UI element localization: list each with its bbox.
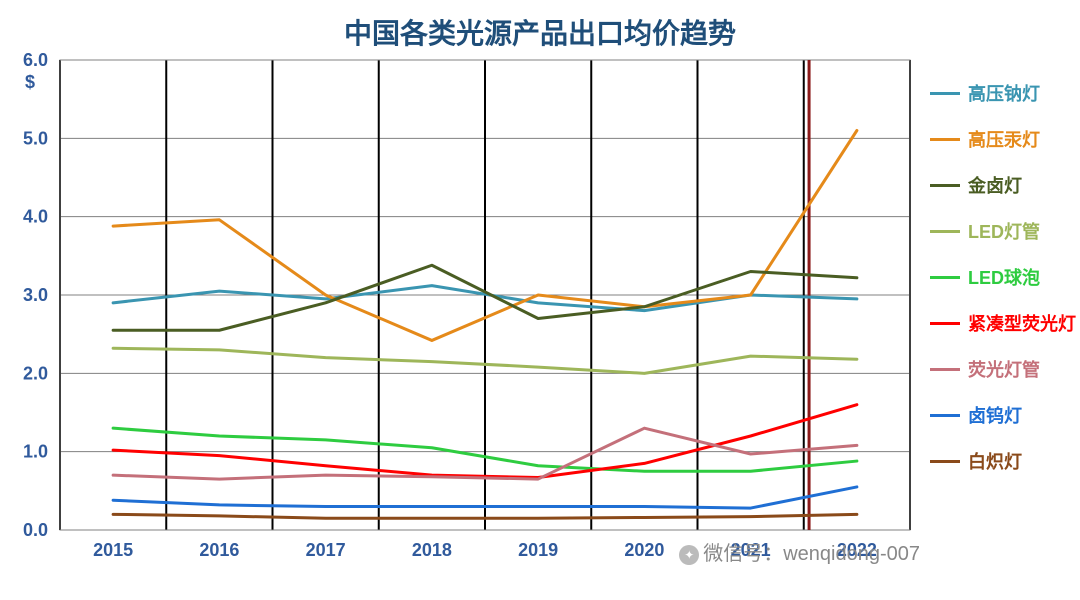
legend-label: 荧光灯管 [968, 356, 1040, 382]
legend-swatch [930, 184, 960, 187]
svg-text:2022: 2022 [837, 540, 877, 560]
legend: 高压钠灯高压汞灯金卤灯 LED灯管 LED球泡紧凑型荧光灯荧光灯管卤钨灯白炽灯 [930, 80, 1076, 494]
svg-text:1.0: 1.0 [23, 442, 48, 462]
legend-swatch [930, 92, 960, 95]
svg-text:2020: 2020 [624, 540, 664, 560]
svg-text:0.0: 0.0 [23, 520, 48, 540]
svg-text:6.0: 6.0 [23, 50, 48, 70]
legend-item: 金卤灯 [930, 172, 1076, 198]
svg-text:2016: 2016 [199, 540, 239, 560]
legend-label: 高压钠灯 [968, 80, 1040, 106]
legend-label: 金卤灯 [968, 172, 1022, 198]
legend-swatch [930, 414, 960, 417]
legend-label: LED灯管 [968, 218, 1040, 244]
legend-swatch [930, 368, 960, 371]
legend-label: LED球泡 [968, 264, 1040, 290]
svg-text:$: $ [25, 72, 35, 92]
legend-item: LED球泡 [930, 264, 1076, 290]
chart-container: 中国各类光源产品出口均价趋势 0.01.02.03.04.05.06.0$201… [0, 0, 1080, 600]
legend-item: 紧凑型荧光灯 [930, 310, 1076, 336]
svg-text:2015: 2015 [93, 540, 133, 560]
legend-item: 白炽灯 [930, 448, 1076, 474]
legend-item: LED灯管 [930, 218, 1076, 244]
svg-text:2.0: 2.0 [23, 363, 48, 383]
svg-text:2021: 2021 [731, 540, 771, 560]
legend-swatch [930, 322, 960, 325]
svg-text:2018: 2018 [412, 540, 452, 560]
svg-text:5.0: 5.0 [23, 128, 48, 148]
legend-item: 高压钠灯 [930, 80, 1076, 106]
legend-swatch [930, 138, 960, 141]
legend-label: 卤钨灯 [968, 402, 1022, 428]
legend-label: 高压汞灯 [968, 126, 1040, 152]
plot-area: 0.0 1.0 2.0 3.0 4.0 5.0 6.0$2015 2016 2017 2018 20… [0, 0, 920, 580]
legend-item: 卤钨灯 [930, 402, 1076, 428]
legend-item: 高压汞灯 [930, 126, 1076, 152]
legend-item: 荧光灯管 [930, 356, 1076, 382]
svg-text:4.0: 4.0 [23, 207, 48, 227]
legend-swatch [930, 230, 960, 233]
svg-text:3.0: 3.0 [23, 285, 48, 305]
legend-label: 白炽灯 [968, 448, 1022, 474]
svg-text:2019: 2019 [518, 540, 558, 560]
svg-text:2017: 2017 [306, 540, 346, 560]
legend-swatch [930, 460, 960, 463]
legend-label: 紧凑型荧光灯 [968, 310, 1076, 336]
legend-swatch [930, 276, 960, 279]
